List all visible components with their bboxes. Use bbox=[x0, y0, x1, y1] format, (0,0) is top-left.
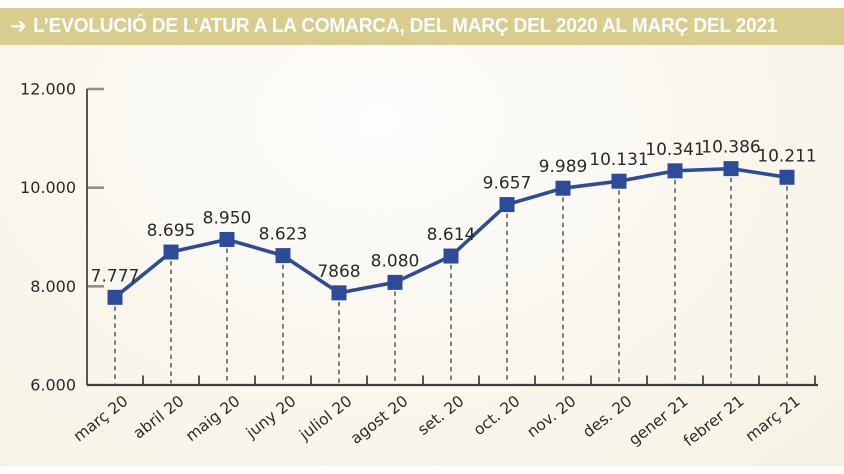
data-point-marker bbox=[275, 248, 291, 264]
value-label: 8.614 bbox=[427, 225, 476, 245]
data-point-marker bbox=[499, 197, 515, 213]
header-inner: ➔ L’EVOLUCIÓ DE L’ATUR A LA COMARCA, DEL… bbox=[0, 16, 777, 37]
data-point-marker bbox=[443, 248, 459, 264]
value-label: 7.777 bbox=[91, 266, 140, 286]
x-axis-label: maig 20 bbox=[182, 392, 243, 445]
value-label: 8.623 bbox=[259, 225, 308, 245]
data-point-marker bbox=[779, 169, 795, 185]
data-point-marker bbox=[163, 244, 179, 260]
x-axis-label: nov. 20 bbox=[524, 392, 580, 441]
x-axis-label: març 21 bbox=[742, 392, 803, 445]
value-label: 10.131 bbox=[589, 150, 648, 170]
value-label: 9.657 bbox=[483, 174, 532, 194]
data-point-marker bbox=[723, 161, 739, 177]
value-label: 8.950 bbox=[203, 208, 252, 228]
y-axis-label: 10.000 bbox=[20, 178, 76, 197]
y-axis-label: 6.000 bbox=[30, 376, 76, 395]
y-axis-label: 12.000 bbox=[20, 80, 76, 99]
y-axis-label: 8.000 bbox=[30, 277, 76, 296]
value-label: 10.386 bbox=[701, 138, 760, 158]
x-axis-label: gener 21 bbox=[625, 392, 691, 449]
page-title: L’EVOLUCIÓ DE L’ATUR A LA COMARCA, DEL M… bbox=[33, 14, 778, 38]
value-label: 7868 bbox=[317, 262, 360, 282]
header-bar: ➔ L’EVOLUCIÓ DE L’ATUR A LA COMARCA, DEL… bbox=[0, 8, 844, 45]
line-chart: 6.000 8.000 10.000 12.000 7.777 8.695 8.950 8.6… bbox=[20, 80, 818, 450]
data-point-marker bbox=[331, 285, 347, 301]
value-label: 8.695 bbox=[147, 221, 196, 241]
x-axis-label: agost 20 bbox=[347, 392, 411, 448]
value-label: 10.211 bbox=[757, 146, 816, 166]
data-point-marker bbox=[667, 163, 683, 179]
x-axis-label: oct. 20 bbox=[470, 392, 523, 439]
x-axis-label: març 20 bbox=[70, 392, 131, 445]
data-point-marker bbox=[555, 180, 571, 196]
x-axis-label: juliol 20 bbox=[295, 392, 355, 444]
data-point-marker bbox=[107, 289, 123, 305]
x-axis-label: set. 20 bbox=[414, 392, 467, 439]
data-point-marker bbox=[219, 231, 235, 247]
value-label: 10.341 bbox=[645, 140, 704, 160]
x-axis-label: juny 20 bbox=[242, 392, 299, 442]
chart-panel: 6.000 8.000 10.000 12.000 7.777 8.695 8.950 8.6… bbox=[0, 45, 844, 466]
arrow-right-icon: ➔ bbox=[10, 14, 27, 38]
value-label: 8.080 bbox=[371, 251, 420, 271]
x-axis-label: febrer 21 bbox=[680, 392, 747, 450]
x-axis-label: abril 20 bbox=[130, 392, 188, 442]
value-label: 9.989 bbox=[539, 157, 588, 177]
data-point-marker bbox=[611, 173, 627, 189]
data-point-marker bbox=[387, 274, 403, 290]
